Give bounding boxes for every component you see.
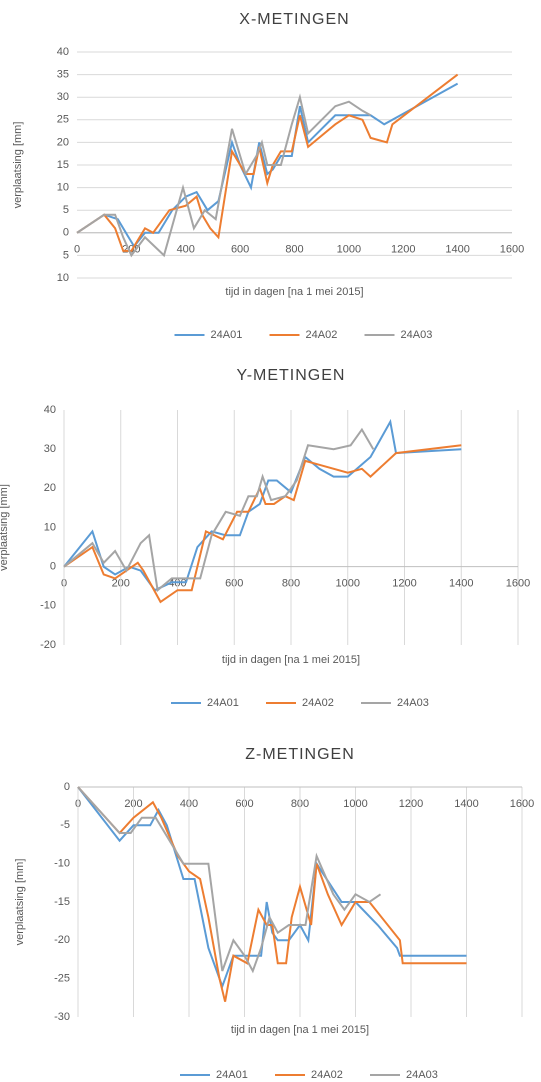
- x-tick-label: 1000: [337, 244, 361, 256]
- y-tick-label: 5: [63, 204, 69, 216]
- legend-label: 24A03: [397, 697, 429, 709]
- data-line: [76, 93, 372, 258]
- y-tick-label: -15: [54, 896, 70, 908]
- x-tick-label: 800: [285, 244, 303, 256]
- x-tick-label: 1600: [500, 244, 524, 256]
- y-tick-label: 25: [57, 114, 69, 126]
- y-tick-label: 40: [44, 404, 56, 416]
- legend-label: 24A02: [302, 697, 334, 709]
- legend-label: 24A02: [306, 329, 338, 341]
- data-line: [77, 786, 467, 990]
- data-line: [63, 427, 375, 593]
- x-tick-label: 400: [177, 244, 195, 256]
- y-axis-title: verplaatsing [mm]: [12, 122, 24, 209]
- legend-label: 24A03: [406, 1069, 438, 1081]
- y-tick-label: 0: [63, 227, 69, 239]
- y-tick-label: -25: [54, 973, 70, 985]
- data-line: [76, 82, 459, 249]
- y-tick-label: 5: [63, 249, 69, 261]
- legend-label: 24A02: [311, 1069, 343, 1081]
- data-line: [63, 444, 462, 604]
- y-tick-label: 40: [57, 46, 69, 58]
- y-tick-label: 15: [57, 159, 69, 171]
- y-tick-label: -20: [54, 934, 70, 946]
- y-tick-label: -10: [40, 600, 56, 612]
- y-axis-title: verplaatsing [mm]: [0, 484, 10, 571]
- y-tick-label: 20: [57, 136, 69, 148]
- chart-title: Y-METINGEN: [237, 367, 346, 384]
- x-axis-title: tijd in dagen [na 1 mei 2015]: [222, 654, 360, 666]
- y-tick-label: 30: [44, 443, 56, 455]
- y-tick-label: 10: [57, 182, 69, 194]
- y-tick-label: -30: [54, 1011, 70, 1023]
- data-line: [77, 786, 382, 974]
- legend-label: 24A03: [401, 329, 433, 341]
- y-tick-label: 0: [50, 561, 56, 573]
- y-tick-label: 30: [57, 91, 69, 103]
- x-axis-title: tijd in dagen [na 1 mei 2015]: [231, 1024, 369, 1036]
- y-tick-label: 20: [44, 482, 56, 494]
- legend-label: 24A01: [207, 697, 239, 709]
- y-tick-label: 0: [64, 781, 70, 793]
- x-tick-label: 0: [74, 244, 80, 256]
- y-tick-label: -10: [54, 858, 70, 870]
- x-tick-label: 600: [231, 244, 249, 256]
- x-tick-label: 1400: [445, 244, 469, 256]
- chart-title: Z-METINGEN: [245, 746, 355, 763]
- y-tick-label: -20: [40, 639, 56, 651]
- data-line: [77, 786, 467, 1002]
- data-line: [76, 73, 459, 252]
- y-axis-title: verplaatsing [mm]: [14, 859, 26, 946]
- x-tick-label: 1200: [391, 244, 415, 256]
- y-tick-label: 10: [44, 521, 56, 533]
- legend-label: 24A01: [216, 1069, 248, 1081]
- legend-label: 24A01: [211, 329, 243, 341]
- x-axis-title: tijd in dagen [na 1 mei 2015]: [225, 286, 363, 298]
- y-tick-label: 10: [57, 272, 69, 284]
- y-tick-label: 35: [57, 69, 69, 81]
- y-tick-label: -5: [60, 819, 70, 831]
- chart-title: X-METINGEN: [239, 11, 349, 28]
